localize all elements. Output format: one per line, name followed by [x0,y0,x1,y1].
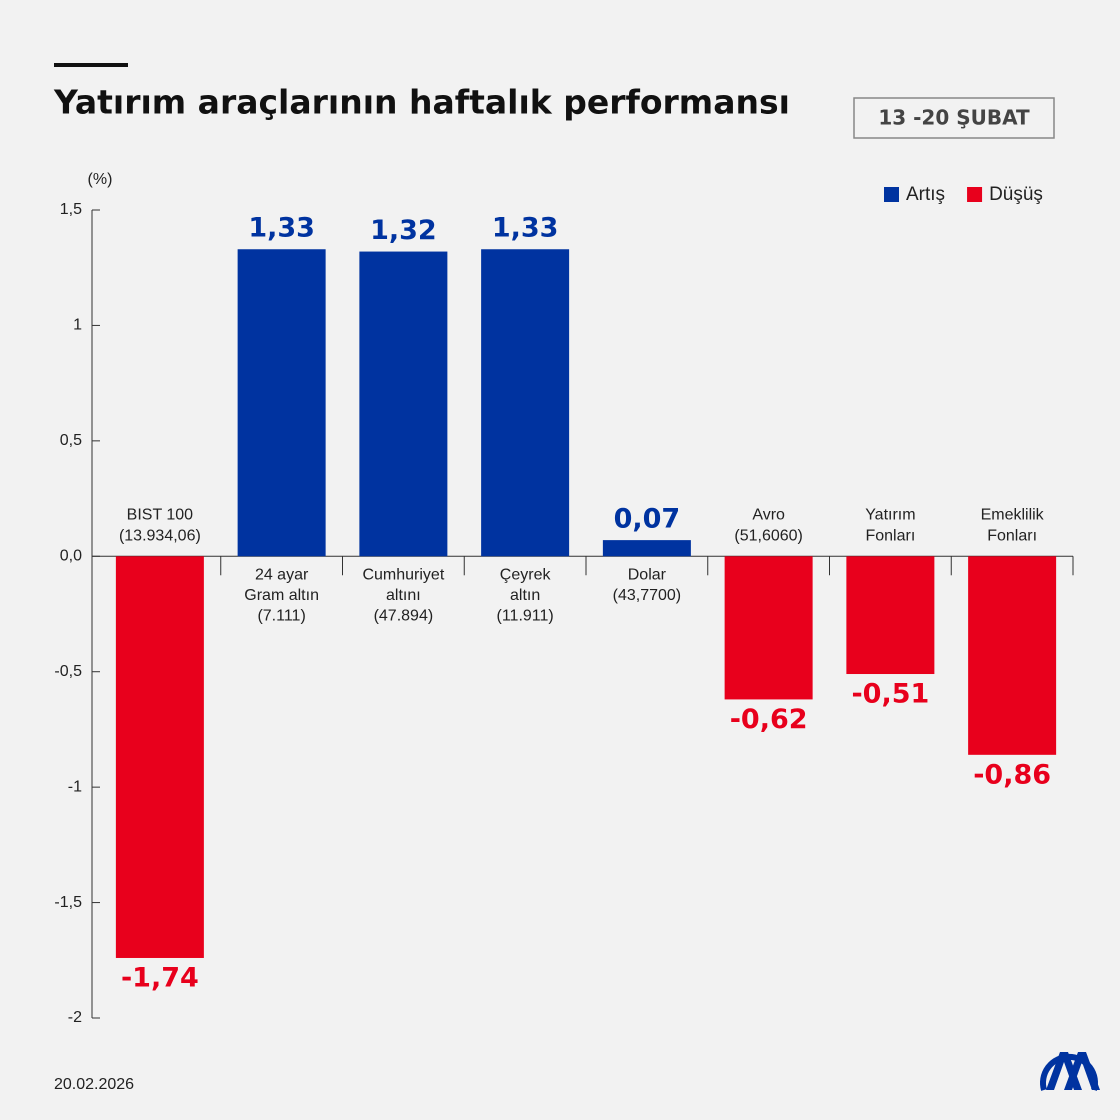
y-tick-label: -1 [68,778,82,795]
x-tick-label: (13.934,06) [119,528,201,545]
y-tick-label: 1 [73,317,82,334]
y-tick-label: 1,5 [60,201,82,218]
x-tick-label: (47.894) [374,608,434,625]
date: 20.02.2026 [54,1076,134,1093]
bar [968,556,1057,755]
y-tick-label: -0,5 [54,663,82,680]
period: 13 -20 ŞUBAT [878,106,1030,130]
bar [602,540,691,557]
x-tick-label: Cumhuriyet [362,567,444,584]
bar [481,249,570,557]
period-box [853,97,1055,139]
value-label: 1,32 [370,215,437,246]
value-label: -1,74 [121,962,199,993]
x-tick-label: altını [386,587,421,604]
x-tick-label: Avro [752,507,785,524]
y-tick-label: 0,5 [60,432,82,449]
value-label: -0,51 [851,679,929,710]
value-label: -0,62 [730,704,808,735]
x-tick-label: (51,6060) [734,528,803,545]
legend-swatch [967,187,983,202]
bar [359,251,448,557]
bar [115,556,204,958]
y-tick-label: -1,5 [54,894,82,911]
bar [724,556,813,700]
x-tick-label: altın [510,587,540,604]
x-tick-label: Dolar [628,567,667,584]
value-label: -0,86 [973,759,1051,790]
x-tick-label: Fonları [987,528,1037,545]
x-tick-label: (43,7700) [613,587,682,604]
value-label: 1,33 [492,213,559,244]
x-tick-label: (7.111) [257,608,305,625]
legend-swatch [884,187,899,202]
legend-label: Düşüş [989,184,1043,205]
x-tick-label: Emeklilik [981,507,1045,524]
x-tick-label: 24 ayar [255,567,309,584]
x-tick-label: Gram altın [244,587,319,604]
logo [1040,1052,1100,1091]
legend-label: Artış [906,184,945,205]
x-tick-label: BIST 100 [127,507,194,524]
bar [237,249,326,557]
y-axis-label: (%) [88,171,113,188]
x-tick-label: Yatırım [865,507,915,524]
chart-title: Yatırım araçlarının haftalık performansı [53,83,790,122]
x-tick-label: (11.911) [497,608,554,625]
logo-letters [1046,1052,1100,1090]
bar [846,556,935,675]
title-bar [54,63,128,67]
value-label: 1,33 [248,213,315,244]
x-tick-label: Fonları [865,528,915,545]
value-label: 0,07 [614,504,681,535]
y-tick-label: 0,0 [60,548,82,565]
x-tick-label: Çeyrek [500,567,552,584]
y-tick-label: -2 [68,1009,82,1026]
